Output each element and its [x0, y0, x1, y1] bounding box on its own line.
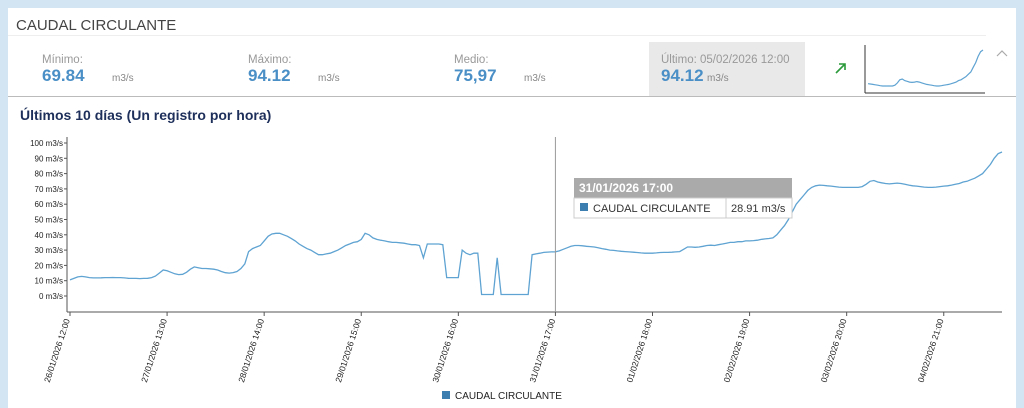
y-tick-label: 60 m3/s [35, 200, 63, 209]
divider [8, 96, 1016, 97]
x-tick-label: 29/01/2026 15:00 [333, 317, 363, 383]
tooltip-swatch [580, 203, 588, 211]
y-tick-label: 10 m3/s [35, 277, 63, 286]
stat-value: 94.12 [661, 66, 704, 85]
stat: Mínimo: 69.84 m3/s [30, 42, 186, 96]
collapse-button[interactable] [996, 50, 1008, 57]
tooltip: 31/01/2026 17:00 CAUDAL CIRCULANTE 28.91 m… [573, 178, 793, 219]
chart-title: Últimos 10 días (Un registro por hora) [20, 106, 271, 123]
x-tick-label: 02/02/2026 19:00 [722, 317, 752, 383]
x-tick-label: 27/01/2026 13:00 [139, 317, 169, 383]
stat-value: 94.12 [248, 66, 291, 85]
stat-label: Mínimo: [42, 54, 83, 66]
x-tick-label: 03/02/2026 20:00 [819, 317, 849, 383]
y-tick-label: 30 m3/s [35, 246, 63, 255]
x-tick-label: 26/01/2026 12:00 [42, 317, 72, 383]
stat-unit: m3/s [318, 73, 340, 84]
stat: Último: 05/02/2026 12:00 94.12 m3/s [649, 42, 805, 96]
x-tick-label: 30/01/2026 16:00 [430, 317, 460, 383]
tooltip-title: 31/01/2026 17:00 [579, 181, 673, 195]
stat-unit: m3/s [112, 73, 134, 84]
stat-value: 69.84 [42, 66, 85, 85]
x-tick-label: 04/02/2026 21:00 [916, 317, 946, 383]
y-tick-label: 20 m3/s [35, 261, 63, 270]
x-tick-label: 28/01/2026 14:00 [236, 317, 266, 383]
y-tick-label: 100 m3/s [30, 139, 63, 148]
tooltip-body [573, 197, 793, 219]
legend-swatch [442, 391, 450, 399]
y-tick-label: 70 m3/s [35, 185, 63, 194]
widget-title: CAUDAL CIRCULANTE [16, 17, 177, 34]
tooltip-header [574, 178, 792, 198]
legend-label: CAUDAL CIRCULANTE [455, 391, 562, 402]
stat: Máximo: 94.12 m3/s [236, 42, 392, 96]
stat-unit: m3/s [524, 73, 546, 84]
sparkline [867, 49, 984, 87]
tooltip-value: 28.91 m3/s [731, 203, 786, 215]
stat-label: Máximo: [248, 54, 292, 66]
y-tick-label: 90 m3/s [35, 154, 63, 163]
tooltip-series: CAUDAL CIRCULANTE [593, 203, 711, 215]
stat-value: 75,97 [454, 66, 497, 85]
stat-label: Medio: [454, 54, 489, 66]
y-tick-label: 0 m3/s [39, 292, 63, 301]
x-tick-label: 01/02/2026 18:00 [624, 317, 654, 383]
stat-unit: m3/s [707, 73, 729, 84]
y-tick-label: 50 m3/s [35, 216, 63, 225]
y-tick-label: 80 m3/s [35, 170, 63, 179]
series-line [69, 151, 1003, 296]
divider [8, 35, 986, 36]
stat: Medio: 75,97 m3/s [442, 42, 598, 96]
widget: CAUDAL CIRCULANTE Mínimo: 69.84 m3/s Máxim… [8, 8, 1016, 408]
y-tick-label: 40 m3/s [35, 231, 63, 240]
trend-arrow [835, 63, 846, 74]
x-tick-label: 31/01/2026 17:00 [527, 317, 557, 383]
stat-label: Último: 05/02/2026 12:00 [661, 54, 790, 66]
